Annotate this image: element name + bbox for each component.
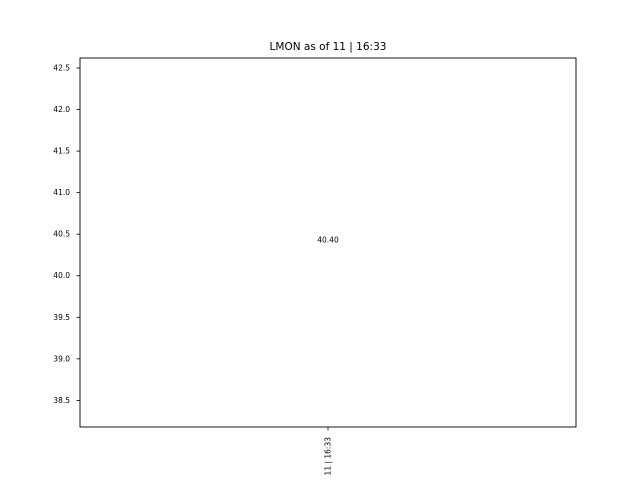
chart-title: LMON as of 11 | 16:33 — [270, 41, 387, 53]
y-tick-label: 42.5 — [53, 63, 70, 72]
data-layer: 40.40 — [317, 236, 339, 245]
y-tick-label: 42.0 — [53, 105, 70, 114]
y-tick-label: 40.0 — [53, 271, 70, 280]
x-axis: 11 | 16:33 — [324, 427, 333, 475]
y-tick-label: 41.5 — [53, 147, 70, 156]
x-tick-label: 11 | 16:33 — [324, 437, 333, 476]
y-axis: 38.5 39.0 39.5 40.0 40.5 41.0 41.5 42.0 42.5 — [53, 63, 80, 405]
y-tick-label: 40.5 — [53, 230, 70, 239]
data-label: 40.40 — [317, 236, 339, 245]
y-tick-label: 39.5 — [53, 313, 70, 322]
y-tick-label: 39.0 — [53, 354, 70, 363]
y-tick-label: 38.5 — [53, 396, 70, 405]
y-tick-label: 41.0 — [53, 188, 70, 197]
